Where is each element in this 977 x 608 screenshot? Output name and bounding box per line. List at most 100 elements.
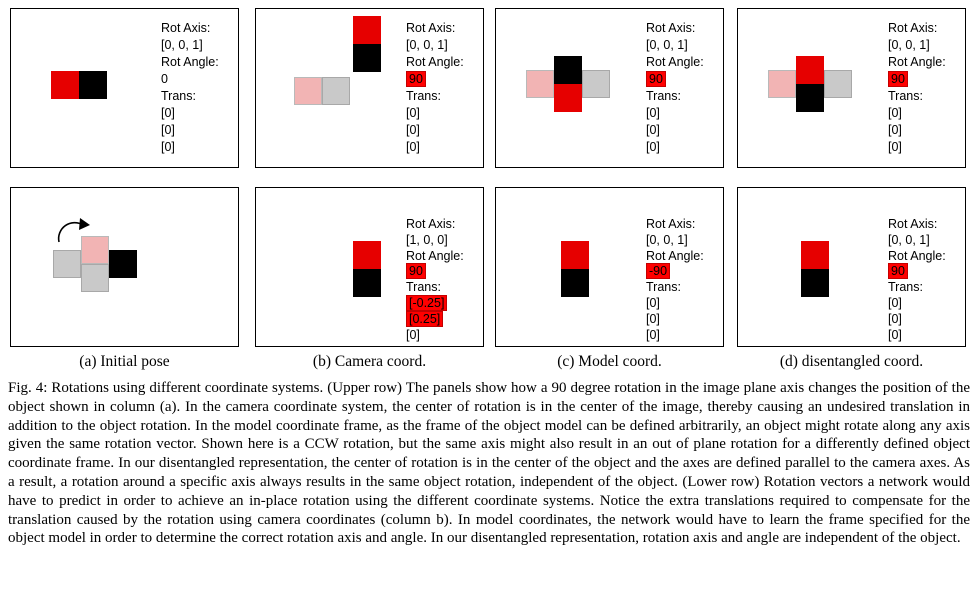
rot-axis-value: [0, 0, 1] xyxy=(888,38,930,52)
panel-model-coord-lower: Rot Axis: [0, 0, 1] Rot Angle: -90 Trans… xyxy=(495,187,724,347)
highlighted-value: 90 xyxy=(888,71,908,87)
trans-y-value: [0] xyxy=(406,123,420,137)
pose-annotation: Rot Axis: [0, 0, 1] Rot Angle: 90 Trans:… xyxy=(406,20,464,156)
pose-annotation: Rot Axis: [0, 0, 1] Rot Angle: 0 Trans: … xyxy=(161,20,219,156)
column-caption-d: (d) disentangled coord. xyxy=(779,353,924,370)
trans-label: Trans: xyxy=(161,89,196,103)
rot-axis-label: Rot Axis: xyxy=(406,217,456,231)
rot-angle-value: 90 xyxy=(646,71,704,88)
object-block-red xyxy=(554,84,582,112)
rot-angle-label: Rot Angle: xyxy=(888,248,946,263)
rot-angle-value: 90 xyxy=(888,71,946,88)
object-block-red-faded xyxy=(768,70,796,98)
object-block-red-faded xyxy=(526,70,554,98)
trans-label: Trans: xyxy=(406,89,441,103)
trans-x-value: [0] xyxy=(888,295,902,310)
trans-label: Trans: xyxy=(406,280,441,295)
rot-angle-value: 90 xyxy=(888,263,946,280)
object-block-black xyxy=(353,269,381,297)
figure-caption-label: Fig. 4: xyxy=(8,380,48,396)
rot-angle-label: Rot Angle: xyxy=(406,248,464,263)
object-block-red xyxy=(561,241,589,269)
rot-axis-value: [0, 0, 1] xyxy=(646,232,688,247)
trans-y-value: [0] xyxy=(888,123,902,137)
rot-axis-value: [1, 0, 0] xyxy=(406,232,448,247)
highlighted-value: 90 xyxy=(406,71,426,87)
rot-angle-value: 90 xyxy=(406,71,464,88)
pose-annotation: Rot Axis: [0, 0, 1] Rot Angle: 90 Trans:… xyxy=(888,20,946,156)
rot-angle-label: Rot Angle: xyxy=(646,55,704,69)
trans-label: Trans: xyxy=(646,280,681,295)
rot-axis-value: [0, 0, 1] xyxy=(406,38,448,52)
object-block-red xyxy=(801,241,829,269)
trans-z-value: [0] xyxy=(646,140,660,154)
trans-x-value: [0] xyxy=(646,295,660,310)
object-block-black-faded xyxy=(582,70,610,98)
trans-x-value: [0] xyxy=(888,106,902,120)
object-block-black-faded xyxy=(81,264,109,292)
trans-z-value: [0] xyxy=(888,140,902,154)
highlighted-value: 90 xyxy=(888,263,908,280)
rot-axis-label: Rot Axis: xyxy=(161,21,211,35)
column-caption-c: (c) Model coord. xyxy=(557,353,662,370)
object-block-black xyxy=(561,269,589,297)
rot-angle-label: Rot Angle: xyxy=(888,55,946,69)
object-block-black-faded xyxy=(322,77,350,105)
highlighted-value: 90 xyxy=(646,71,666,87)
object-block-black xyxy=(109,250,137,278)
panel-initial-pose-upper: Rot Axis: [0, 0, 1] Rot Angle: 0 Trans: … xyxy=(10,8,239,168)
trans-x-value: [0] xyxy=(161,106,175,120)
trans-y-value: [0] xyxy=(646,123,660,137)
object-block-red xyxy=(353,241,381,269)
figure-caption-text: Rotations using different coordinate sys… xyxy=(8,380,970,547)
column-caption-b: (b) Camera coord. xyxy=(312,353,427,370)
pose-annotation: Rot Axis: [0, 0, 1] Rot Angle: 90 Trans:… xyxy=(646,20,704,156)
rot-axis-label: Rot Axis: xyxy=(888,21,938,35)
object-block-red-faded xyxy=(294,77,322,105)
object-block-red xyxy=(796,56,824,84)
object-block-black xyxy=(801,269,829,297)
rot-angle-label: Rot Angle: xyxy=(646,248,704,263)
rot-axis-label: Rot Axis: xyxy=(406,21,456,35)
panel-initial-pose-lower xyxy=(10,187,239,347)
highlighted-value: [-0.25] xyxy=(406,294,448,311)
object-block-red xyxy=(353,16,381,44)
column-caption-a: (a) Initial pose xyxy=(79,353,170,370)
object-block-black xyxy=(79,71,107,99)
trans-x-value: [0] xyxy=(646,106,660,120)
panel-disentangled-coord-lower: Rot Axis: [0, 0, 1] Rot Angle: 90 Trans:… xyxy=(737,187,966,347)
object-block-black xyxy=(796,84,824,112)
trans-z-value: [0] xyxy=(161,140,175,154)
rot-axis-label: Rot Axis: xyxy=(646,21,696,35)
object-block-black-faded xyxy=(824,70,852,98)
pose-annotation: Rot Axis: [0, 0, 1] Rot Angle: 90 Trans:… xyxy=(888,217,946,343)
highlighted-value: [0.25] xyxy=(406,310,444,327)
panel-disentangled-coord-upper: Rot Axis: [0, 0, 1] Rot Angle: 90 Trans:… xyxy=(737,8,966,168)
trans-x-value: [-0.25] xyxy=(406,294,464,312)
rot-angle-value: 0 xyxy=(161,72,168,86)
trans-x-value: [0] xyxy=(406,106,420,120)
pose-annotation: Rot Axis: [0, 0, 1] Rot Angle: -90 Trans… xyxy=(646,217,704,343)
trans-label: Trans: xyxy=(888,280,923,295)
rot-angle-value: 90 xyxy=(406,263,464,280)
rot-axis-value: [0, 0, 1] xyxy=(646,38,688,52)
object-block-black xyxy=(353,44,381,72)
trans-z-value: [0] xyxy=(888,327,902,342)
rot-angle-value: -90 xyxy=(646,263,704,280)
rot-axis-label: Rot Axis: xyxy=(646,217,696,231)
object-block-red xyxy=(51,71,79,99)
pose-annotation: Rot Axis: [1, 0, 0] Rot Angle: 90 Trans:… xyxy=(406,217,464,343)
rotation-arrow-icon xyxy=(57,218,90,243)
rot-angle-label: Rot Angle: xyxy=(161,55,219,69)
highlighted-value: 90 xyxy=(406,263,426,280)
trans-z-value: [0] xyxy=(406,140,420,154)
rot-axis-value: [0, 0, 1] xyxy=(161,38,203,52)
object-block-red-faded xyxy=(81,236,109,264)
trans-y-value: [0.25] xyxy=(406,310,464,328)
trans-label: Trans: xyxy=(888,89,923,103)
trans-y-value: [0] xyxy=(888,311,902,326)
trans-y-value: [0] xyxy=(161,123,175,137)
trans-label: Trans: xyxy=(646,89,681,103)
trans-z-value: [0] xyxy=(646,327,660,342)
